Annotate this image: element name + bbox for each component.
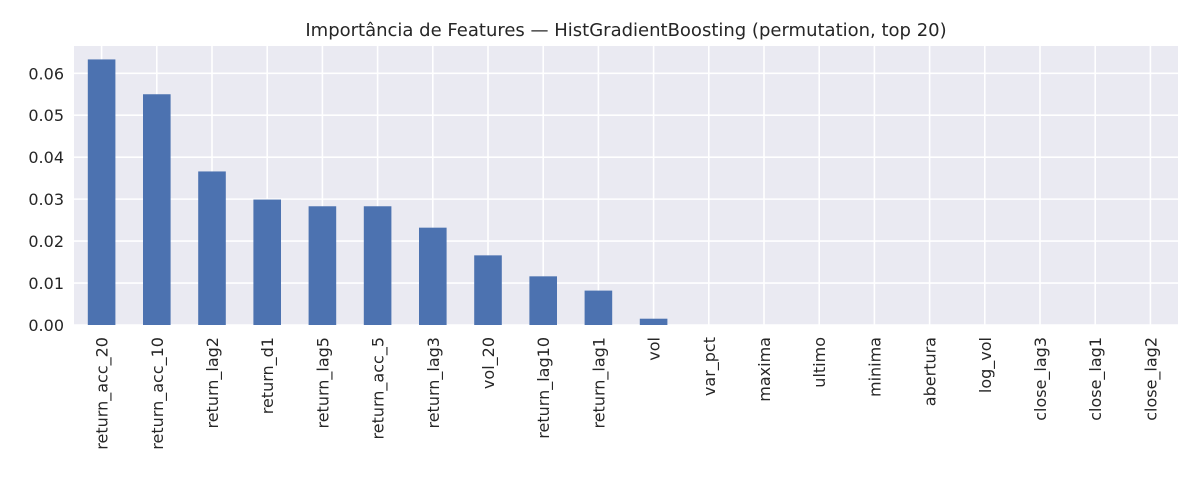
bar-return-lag5 bbox=[308, 206, 337, 325]
y-tick-label: 0.02 bbox=[28, 232, 64, 251]
x-tick-label: var_pct bbox=[700, 337, 720, 396]
x-tick-label: return_lag5 bbox=[313, 337, 333, 429]
bar-return-lag10 bbox=[529, 276, 557, 325]
x-tick-label: return_lag1 bbox=[589, 337, 609, 429]
x-tick-label: minima bbox=[865, 337, 884, 397]
bar-return-lag2 bbox=[198, 171, 226, 325]
y-tick-label: 0.00 bbox=[28, 316, 64, 335]
bars bbox=[87, 59, 668, 325]
x-tick-label: abertura bbox=[921, 337, 940, 406]
bar-return-acc-5 bbox=[363, 206, 392, 325]
bar-vol bbox=[639, 318, 668, 325]
x-tick-label: ultimo bbox=[810, 337, 829, 388]
bar-return-lag1 bbox=[584, 290, 613, 325]
x-tick-label: close_lag3 bbox=[1031, 337, 1051, 421]
bar-vol-20 bbox=[474, 255, 502, 325]
x-axis-ticks: return_acc_20 return_acc_10 return_lag2 ret… bbox=[93, 337, 1162, 450]
x-tick-label: return_lag10 bbox=[534, 337, 554, 439]
x-tick-label: maxima bbox=[755, 337, 774, 402]
x-tick-label: return_acc_5 bbox=[369, 337, 389, 440]
y-tick-label: 0.05 bbox=[28, 106, 64, 125]
y-axis-ticks: 0.00 0.01 0.02 0.03 0.04 0.05 0.06 bbox=[28, 64, 64, 335]
chart-title: Importância de Features — HistGradientBo… bbox=[305, 20, 946, 41]
bar-return-acc-20 bbox=[87, 59, 116, 325]
bar-return-acc-10 bbox=[143, 94, 171, 325]
x-tick-label: return_lag3 bbox=[424, 337, 444, 429]
y-tick-label: 0.06 bbox=[28, 64, 64, 83]
x-tick-label: return_acc_10 bbox=[148, 337, 168, 450]
x-tick-label: close_lag1 bbox=[1086, 337, 1106, 421]
x-tick-label: vol bbox=[645, 337, 664, 361]
y-tick-label: 0.03 bbox=[28, 190, 64, 209]
x-tick-label: log_vol bbox=[976, 337, 996, 393]
x-tick-label: return_lag2 bbox=[203, 337, 223, 429]
bar-return-d1 bbox=[253, 199, 281, 325]
y-tick-label: 0.04 bbox=[28, 148, 64, 167]
y-tick-label: 0.01 bbox=[28, 274, 64, 293]
x-tick-label: vol_20 bbox=[479, 337, 499, 389]
x-tick-label: return_acc_20 bbox=[93, 337, 113, 450]
x-tick-label: close_lag2 bbox=[1141, 337, 1161, 421]
bar-return-lag3 bbox=[419, 227, 447, 325]
x-tick-label: return_d1 bbox=[258, 337, 278, 414]
